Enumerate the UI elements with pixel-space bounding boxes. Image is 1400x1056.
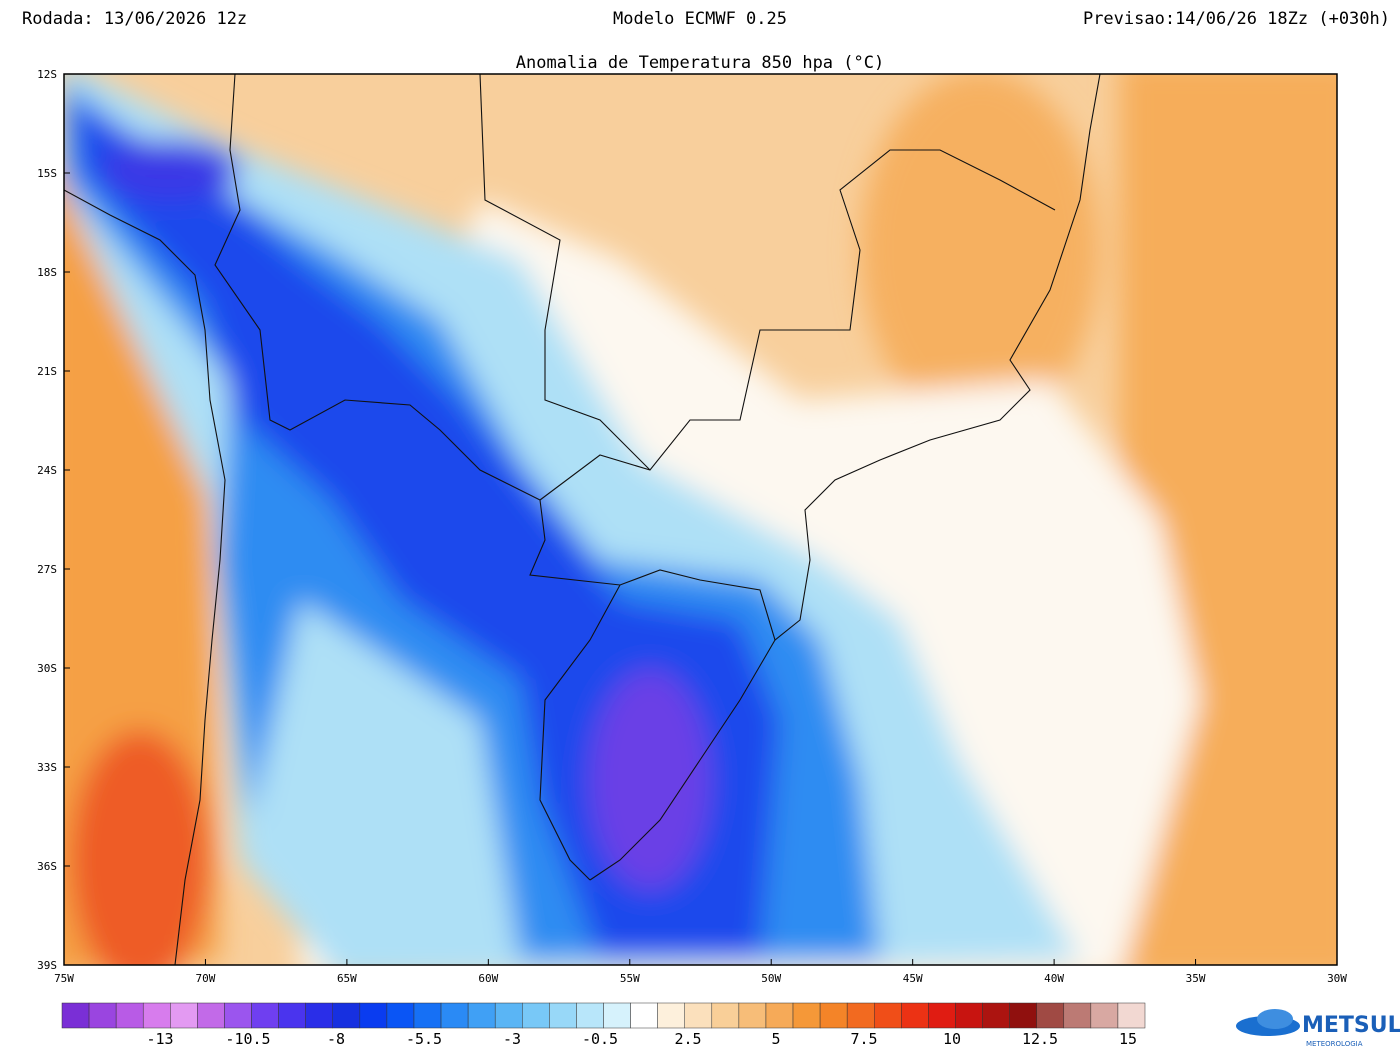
colorbar-label: -5.5	[406, 1030, 442, 1048]
colorbar-cell	[955, 1002, 983, 1029]
colorbar: -13 -10.5 -8 -5.5 -3 -0.5 2.5 5 7.5 10 12.5 15	[61, 1002, 1146, 1048]
colorbar-label: -10.5	[225, 1030, 270, 1048]
coastline	[64, 189, 226, 965]
colorbar-label: 5	[771, 1030, 780, 1048]
model-label: Modelo ECMWF 0.25	[613, 9, 787, 29]
colorbar-cell	[467, 1002, 496, 1029]
colorbar-cell	[332, 1002, 361, 1029]
forecast-label: Previsao:14/06/26 18Zz (+030h)	[1083, 9, 1390, 29]
colorbar-cell	[1036, 1002, 1065, 1029]
border	[539, 584, 621, 881]
lat-label: 30S	[37, 662, 57, 675]
colorbar-label: 7.5	[850, 1030, 877, 1048]
lon-label: 40W	[1044, 972, 1064, 985]
colorbar-cell	[738, 1002, 767, 1029]
colorbar-cell	[819, 1002, 848, 1029]
colorbar-cell	[61, 1002, 90, 1029]
colorbar-cell	[846, 1002, 875, 1029]
colorbar-cell	[88, 1002, 117, 1029]
lat-label: 36S	[37, 860, 57, 873]
colorbar-cell	[115, 1002, 144, 1029]
border	[479, 74, 651, 471]
colorbar-cell	[386, 1002, 415, 1029]
run-label: Rodada: 13/06/2026 12z	[22, 9, 247, 29]
map-title: Anomalia de Temperatura 850 hpa (°C)	[516, 53, 884, 73]
colorbar-cell	[657, 1002, 685, 1029]
colorbar-label: 10	[943, 1030, 961, 1048]
colorbar-cell	[765, 1002, 794, 1029]
colorbar-cell	[359, 1002, 388, 1029]
lat-label: 18S	[37, 266, 57, 279]
colorbar-cell	[522, 1002, 550, 1029]
lon-label: 45W	[903, 972, 923, 985]
colorbar-cell	[549, 1002, 577, 1029]
coastline	[589, 639, 776, 881]
lat-label: 21S	[37, 365, 57, 378]
colorbar-label: -8	[327, 1030, 345, 1048]
map-frame	[63, 73, 1338, 966]
lon-label: 70W	[196, 972, 216, 985]
colorbar-cell	[928, 1002, 956, 1029]
colorbar-cell	[142, 1002, 171, 1029]
colorbar-cell	[603, 1002, 631, 1029]
lat-label: 24S	[37, 464, 57, 477]
colorbar-cell	[874, 1002, 902, 1029]
colorbar-cell	[251, 1002, 279, 1029]
lon-label: 60W	[478, 972, 498, 985]
colorbar-cell	[1009, 1002, 1037, 1029]
colorbar-cell	[901, 1002, 929, 1029]
colorbar-cell	[684, 1002, 713, 1029]
lon-label: 65W	[337, 972, 357, 985]
colorbar-cell	[1063, 1002, 1092, 1029]
colorbar-cell	[413, 1002, 442, 1029]
lat-label: 33S	[37, 761, 57, 774]
colorbar-cell	[494, 1002, 523, 1029]
colorbar-cell	[278, 1002, 306, 1029]
anomaly-field	[64, 74, 1337, 965]
colorbar-cell	[197, 1002, 225, 1029]
logo: METSUL METEOROLOGIA	[1236, 1009, 1400, 1048]
lat-label: 12S	[37, 68, 57, 81]
colorbar-cell	[630, 1002, 658, 1029]
colorbar-cell	[576, 1002, 604, 1029]
lat-label: 39S	[37, 959, 57, 972]
colorbar-label: 15	[1119, 1030, 1137, 1048]
colorbar-cell	[170, 1002, 198, 1029]
colorbar-cell	[1117, 1002, 1146, 1029]
colorbar-cell	[1090, 1002, 1119, 1029]
border	[214, 74, 1101, 641]
colorbar-label: 2.5	[674, 1030, 701, 1048]
colorbar-label: 12.5	[1022, 1030, 1058, 1048]
lon-label: 55W	[620, 972, 640, 985]
lon-label: 75W	[54, 972, 74, 985]
colorbar-cell	[305, 1002, 333, 1029]
lon-label: 30W	[1327, 972, 1347, 985]
logo-sub: METEOROLOGIA	[1306, 1040, 1363, 1048]
colorbar-cell	[982, 1002, 1010, 1029]
colorbar-label: -13	[146, 1030, 173, 1048]
colorbar-cell	[224, 1002, 252, 1029]
colorbar-label: -3	[503, 1030, 521, 1048]
logo-name: METSUL	[1302, 1013, 1400, 1038]
lat-label: 15S	[37, 167, 57, 180]
colorbar-cell	[440, 1002, 469, 1029]
colorbar-label: -0.5	[582, 1030, 618, 1048]
lon-label: 50W	[761, 972, 781, 985]
colorbar-cell	[792, 1002, 821, 1029]
lat-label: 27S	[37, 563, 57, 576]
lon-label: 35W	[1186, 972, 1206, 985]
colorbar-cell	[711, 1002, 740, 1029]
